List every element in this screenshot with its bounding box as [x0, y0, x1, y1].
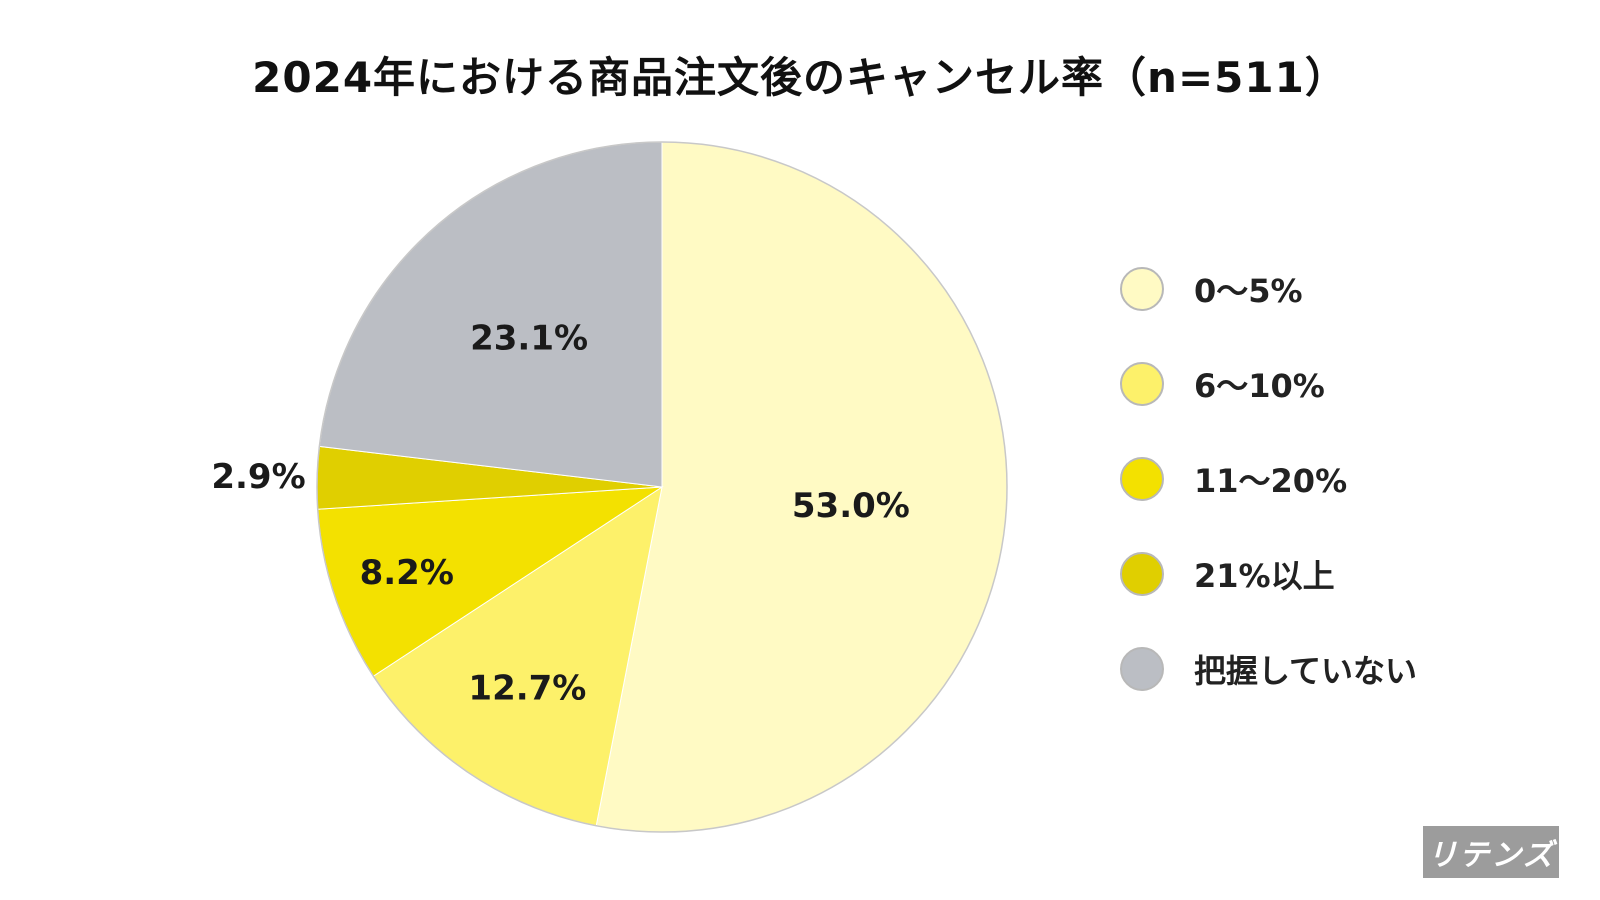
- slice-labels: 53.0% 12.7% 8.2% 2.9% 23.1%: [211, 318, 910, 708]
- legend-item-unknown: 把握していない: [1120, 645, 1417, 693]
- slice-label-6-10: 12.7%: [468, 669, 586, 709]
- pie-slice-unknown: [318, 141, 663, 488]
- legend-swatch-6-10: [1120, 362, 1164, 406]
- chart-title: 2024年における商品注文後のキャンセル率（n=511）: [252, 53, 1348, 102]
- legend-label-6-10: 6〜10%: [1194, 367, 1325, 405]
- legend-swatch-11-20: [1120, 457, 1164, 501]
- legend-label-unknown: 把握していない: [1194, 652, 1418, 690]
- legend-item-0-5: 0〜5%: [1120, 265, 1417, 313]
- legend-label-21-plus: 21%以上: [1194, 557, 1335, 595]
- slice-label-0-5: 53.0%: [792, 486, 910, 526]
- brand-logo: リテンズ: [1423, 826, 1559, 878]
- legend-swatch-0-5: [1120, 267, 1164, 311]
- legend-item-21-plus: 21%以上: [1120, 550, 1417, 598]
- legend: 0〜5% 6〜10% 11〜20% 21%以上 把握していない: [1120, 265, 1417, 740]
- pie-outline: [316, 141, 1008, 833]
- legend-swatch-unknown: [1120, 647, 1164, 691]
- legend-item-6-10: 6〜10%: [1120, 360, 1417, 408]
- legend-swatch-21-plus: [1120, 552, 1164, 596]
- pie-slices: [316, 141, 1008, 833]
- slice-label-11-20: 8.2%: [360, 553, 454, 593]
- legend-item-11-20: 11〜20%: [1120, 455, 1417, 503]
- legend-label-0-5: 0〜5%: [1194, 272, 1303, 310]
- slice-label-unknown: 23.1%: [470, 318, 588, 358]
- legend-label-11-20: 11〜20%: [1194, 462, 1348, 500]
- slice-label-21-plus: 2.9%: [211, 457, 305, 497]
